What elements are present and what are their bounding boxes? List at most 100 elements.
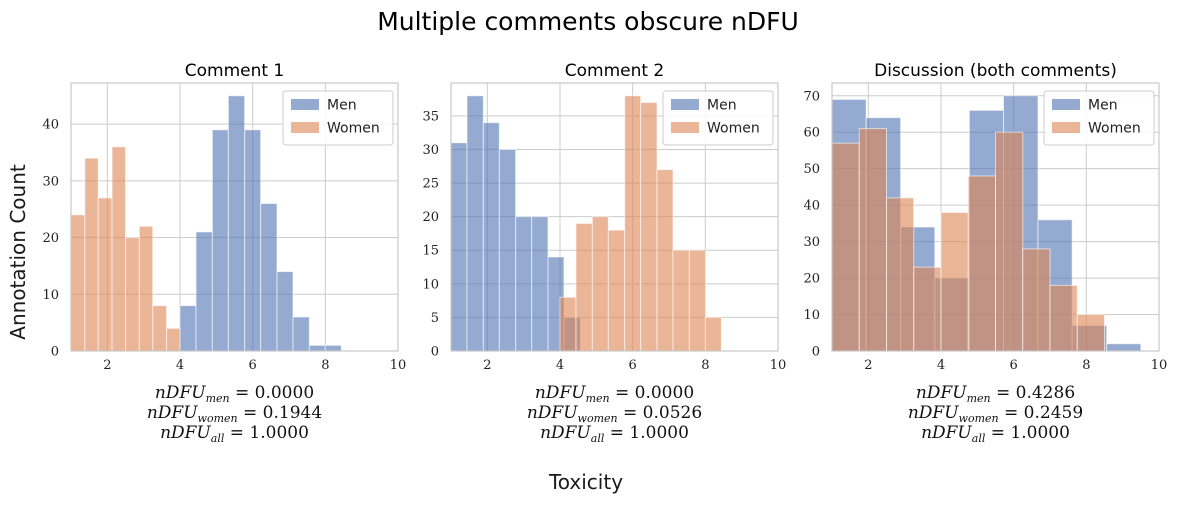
y-tick-label-4: 20: [422, 210, 439, 225]
bar-women-8: [1049, 284, 1078, 352]
y-tick-label-5: 25: [422, 177, 439, 192]
ndfu-all-annotation: nDFUall = 1.0000: [921, 423, 1070, 445]
legend-swatch-men: [1052, 99, 1080, 110]
x-tick-label-4: 10: [390, 358, 407, 373]
y-tick-label-3: 30: [42, 174, 59, 189]
legend-swatch-women: [671, 122, 699, 133]
legend: Men Women: [1043, 90, 1155, 146]
bar-women-4: [125, 237, 140, 352]
y-tick-label-3: 30: [803, 235, 820, 250]
bar-women-0: [831, 142, 860, 352]
bar-women-7: [672, 249, 690, 352]
panel-3: Discussion (both comments) 2 4 6 8 10 0 10 20 30 4…: [803, 61, 1167, 445]
legend-swatch-men: [671, 99, 699, 110]
y-tick-label-7: 35: [422, 109, 439, 124]
panel-title: Discussion (both comments): [874, 61, 1117, 81]
ndfu-all-annotation: nDFUall = 1.0000: [540, 423, 689, 445]
x-tick-label-1: 4: [176, 358, 184, 373]
bar-men-2: [211, 129, 229, 352]
ndfu-women-annotation: nDFUwomen = 0.0526: [527, 403, 702, 425]
y-tick-label-2: 20: [803, 272, 820, 287]
bar-men-9: [324, 344, 342, 352]
legend-swatch-women: [291, 122, 319, 133]
bar-women-1: [858, 128, 887, 352]
y-tick-label-1: 10: [42, 288, 59, 303]
bar-men-0: [450, 142, 468, 352]
bar-men-0: [179, 305, 197, 352]
bar-women-4: [624, 95, 642, 352]
panel-title: Comment 2: [565, 61, 665, 81]
legend-label-women: Women: [707, 121, 760, 137]
bar-men-4: [515, 216, 533, 352]
panel-title: Comment 1: [185, 61, 285, 81]
ndfu-all-annotation: nDFUall = 1.0000: [160, 423, 309, 445]
x-tick-label-0: 2: [103, 358, 111, 373]
x-tick-label-0: 2: [483, 358, 491, 373]
ndfu-men-annotation: nDFUmen = 0.0000: [155, 383, 314, 405]
legend: Men Women: [662, 90, 774, 146]
bar-men-2: [482, 122, 500, 352]
x-tick-label-1: 4: [556, 358, 564, 373]
legend-label-men: Men: [327, 98, 357, 114]
bar-men-3: [498, 148, 517, 352]
y-tick-label-1: 5: [431, 311, 439, 326]
bar-men-3: [227, 95, 246, 352]
legend-swatch-men: [291, 99, 319, 110]
legend-label-women: Women: [1088, 121, 1141, 137]
y-tick-label-0: 0: [431, 345, 439, 360]
bar-men-1: [195, 231, 213, 352]
bar-men-6: [276, 271, 294, 352]
y-tick-label-2: 10: [422, 277, 439, 292]
ndfu-men-annotation: nDFUmen = 0.0000: [535, 383, 694, 405]
bar-men-7: [292, 316, 310, 352]
bar-men-5: [531, 216, 549, 352]
x-axis-label: Toxicity: [548, 470, 623, 494]
x-tick-label-4: 10: [1151, 358, 1168, 373]
axes-frame: [450, 82, 779, 352]
bar-women-1: [84, 157, 99, 352]
x-tick-label-4: 10: [770, 358, 787, 373]
bar-women-4: [940, 211, 969, 352]
bar-women-9: [1076, 314, 1105, 352]
x-tick-label-3: 8: [701, 358, 709, 373]
legend-label-women: Women: [327, 121, 380, 137]
bar-women-6: [152, 305, 168, 352]
y-tick-label-3: 15: [422, 244, 439, 259]
bar-women-5: [640, 101, 658, 352]
bar-women-8: [688, 249, 706, 352]
legend-label-men: Men: [1088, 98, 1118, 114]
panel-2: Comment 2 2 4 6 8 10 0 5 10 15 20 25 30 35 Men Women nDF…: [422, 61, 786, 445]
bar-women-2: [886, 197, 915, 352]
x-tick-label-2: 6: [249, 358, 257, 373]
bar-women-5: [138, 225, 154, 352]
bar-women-3: [913, 266, 942, 352]
y-tick-label-0: 0: [51, 345, 59, 360]
bar-men-8: [308, 344, 326, 352]
bar-women-7: [1022, 248, 1051, 352]
bar-women-0: [559, 296, 577, 352]
x-tick-label-0: 2: [864, 358, 872, 373]
axes-frame: [831, 82, 1160, 352]
legend-swatch-women: [1052, 122, 1080, 133]
y-tick-label-5: 50: [803, 162, 820, 177]
panels: Comment 12 4 6 8 10010203040MenWomennDFUmen …: [42, 61, 1167, 445]
bar-men-8: [1106, 343, 1142, 352]
y-tick-label-4: 40: [42, 118, 59, 133]
bar-women-0: [70, 214, 86, 352]
ndfu-women-annotation: nDFUwomen = 0.2459: [908, 403, 1083, 425]
x-tick-label-2: 6: [629, 358, 637, 373]
bar-women-3: [607, 229, 626, 352]
bar-women-2: [97, 197, 113, 352]
bar-women-3: [111, 146, 126, 352]
bar-women-9: [704, 316, 722, 352]
x-tick-label-3: 8: [321, 358, 329, 373]
legend: Men Women: [282, 90, 394, 146]
bar-women-6: [656, 169, 674, 352]
y-tick-label-0: 0: [812, 345, 820, 360]
bar-women-6: [995, 131, 1024, 352]
bar-women-5: [967, 175, 996, 352]
ndfu-women-annotation: nDFUwomen = 0.1944: [147, 403, 322, 425]
y-tick-label-6: 30: [422, 143, 439, 158]
y-tick-label-4: 40: [803, 199, 820, 214]
